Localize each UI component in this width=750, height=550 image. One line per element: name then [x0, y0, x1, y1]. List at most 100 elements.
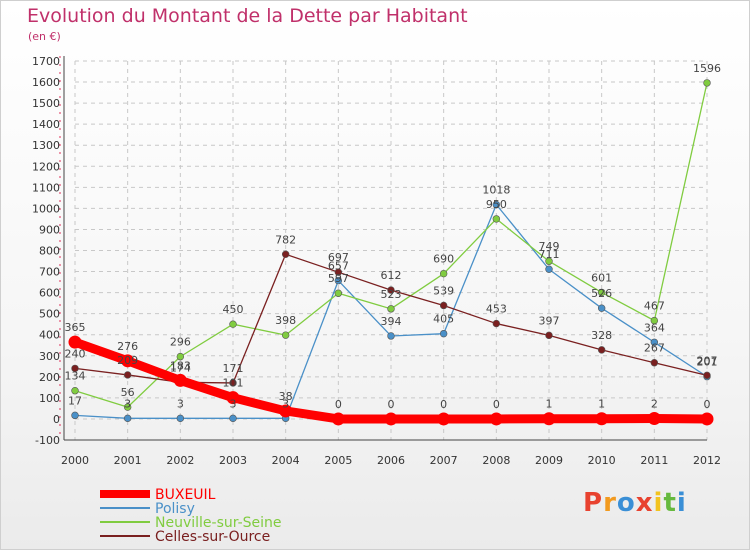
- data-label: 526: [591, 287, 612, 300]
- data-label: 328: [591, 329, 612, 342]
- data-label: 697: [328, 251, 349, 264]
- x-tick-label: 2010: [588, 454, 616, 467]
- x-tick-label: 2011: [640, 454, 668, 467]
- data-label: 0: [440, 398, 447, 411]
- series-group: [68, 79, 714, 426]
- axes: -100010020030040050060070080090010001100…: [32, 55, 721, 467]
- data-point: [123, 371, 132, 379]
- data-point: [439, 329, 448, 338]
- data-label: 782: [275, 233, 296, 246]
- x-tick-label: 2007: [430, 454, 458, 467]
- data-label: 3: [230, 397, 237, 410]
- y-tick-label: 400: [39, 329, 60, 342]
- chart-subtitle: (en €): [28, 30, 61, 43]
- data-label: 1596: [693, 62, 721, 75]
- data-label: 398: [275, 314, 296, 327]
- x-tick-label: 2001: [114, 454, 142, 467]
- data-point: [650, 316, 659, 325]
- y-tick-label: 300: [39, 350, 60, 363]
- data-point: [703, 371, 711, 380]
- data-point: [71, 387, 79, 395]
- y-tick-label: 1400: [32, 118, 60, 131]
- data-point: [545, 257, 553, 265]
- data-point: [229, 320, 237, 328]
- data-point: [545, 331, 553, 340]
- data-label: 1: [546, 398, 553, 411]
- data-point: [650, 338, 659, 347]
- y-tick-label: 1200: [32, 160, 60, 173]
- y-tick-label: 1500: [32, 97, 60, 110]
- y-tick-label: 1600: [32, 76, 60, 89]
- data-point: [68, 335, 82, 349]
- y-tick-label: 1300: [32, 139, 60, 152]
- legend-label: Polisy: [155, 501, 195, 517]
- data-point: [387, 286, 395, 294]
- logo-letter: r: [603, 488, 617, 518]
- data-label: 453: [486, 303, 507, 316]
- data-label: 3: [177, 397, 184, 410]
- data-point: [597, 288, 606, 297]
- data-point: [387, 332, 395, 340]
- data-label: 134: [65, 370, 86, 383]
- y-tick-label: 100: [39, 392, 60, 405]
- x-tick-label: 2003: [219, 454, 247, 467]
- legend: BUXEUILPolisyNeuville-sur-SeineCelles-su…: [100, 487, 282, 545]
- data-label: 364: [644, 321, 665, 334]
- x-tick-label: 2004: [272, 454, 300, 467]
- data-point: [279, 404, 293, 418]
- data-label: 601: [591, 271, 612, 284]
- data-point: [647, 412, 661, 426]
- data-point: [492, 200, 501, 209]
- data-label: 711: [539, 248, 560, 261]
- chart-title: Evolution du Montant de la Dette par Hab…: [27, 5, 468, 27]
- data-point: [384, 412, 398, 426]
- x-tick-label: 2000: [61, 454, 89, 467]
- logo-letter: i: [676, 488, 687, 518]
- data-point: [71, 364, 79, 373]
- data-label: 56: [121, 386, 135, 399]
- data-point: [437, 412, 451, 426]
- proxiti-logo: Proxiti: [583, 488, 687, 518]
- data-point: [173, 373, 187, 387]
- data-label: 0: [335, 398, 342, 411]
- data-label: 467: [644, 300, 665, 313]
- y-tick-label: 1700: [32, 55, 60, 68]
- data-point: [71, 411, 79, 420]
- data-point: [545, 265, 553, 273]
- data-point: [542, 412, 556, 426]
- data-point: [176, 414, 185, 423]
- data-point: [121, 354, 135, 368]
- data-point: [229, 379, 237, 387]
- data-point: [123, 403, 132, 411]
- data-point: [595, 412, 609, 426]
- data-label: 183: [170, 359, 191, 372]
- logo-letter: o: [616, 488, 636, 518]
- data-label: 657: [328, 260, 349, 273]
- data-point: [492, 319, 501, 328]
- x-tick-label: 2012: [693, 454, 721, 467]
- data-point: [334, 268, 343, 276]
- data-label: 405: [433, 313, 454, 326]
- y-tick-label: 700: [39, 266, 60, 279]
- legend-label: BUXEUIL: [155, 487, 216, 503]
- data-label: 950: [486, 198, 507, 211]
- data-label: 0: [704, 398, 711, 411]
- data-label: 597: [328, 272, 349, 285]
- data-label: 240: [65, 347, 86, 360]
- data-label: 394: [381, 315, 402, 328]
- y-tick-label: 1000: [32, 202, 60, 215]
- data-label: 3: [282, 397, 289, 410]
- data-point: [489, 412, 503, 426]
- data-label: 450: [223, 303, 244, 316]
- y-tick-label: 500: [39, 308, 60, 321]
- y-tick-label: -100: [35, 434, 60, 447]
- data-label: 2: [651, 398, 658, 411]
- data-point: [703, 79, 711, 87]
- x-tick-label: 2009: [535, 454, 563, 467]
- data-label: 365: [65, 321, 86, 334]
- data-point: [331, 412, 345, 426]
- data-point: [387, 305, 395, 313]
- data-label: 539: [433, 284, 454, 297]
